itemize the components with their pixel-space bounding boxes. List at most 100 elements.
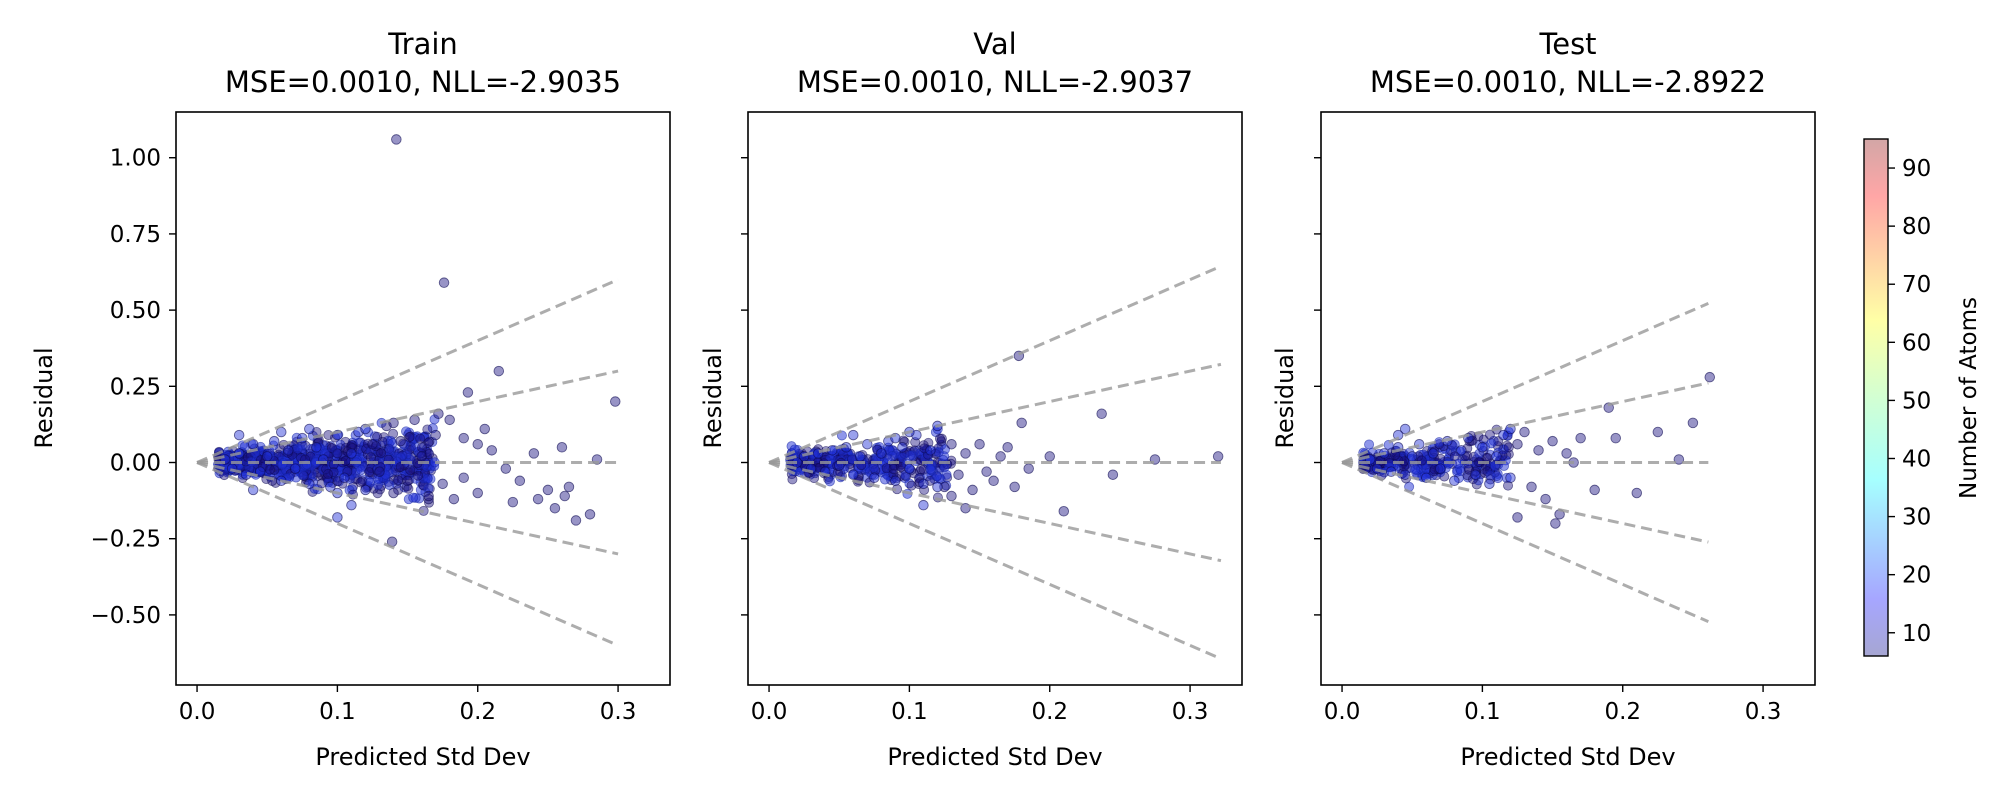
panel-subtitle: MSE=0.0010, NLL=-2.9035 (225, 65, 621, 99)
data-point (868, 462, 879, 473)
data-point (1456, 445, 1467, 456)
data-point (332, 512, 343, 523)
reference-line (1341, 461, 1709, 623)
data-point (1498, 429, 1509, 441)
data-point (430, 429, 441, 441)
data-point (304, 423, 315, 435)
data-point (332, 448, 343, 459)
axes-frame (747, 111, 1243, 686)
data-point (254, 466, 266, 477)
y-tick-label: 1.00 (110, 146, 161, 172)
data-point (1406, 451, 1418, 462)
plot-area: 0.0 0.1 0.2 0.3 −0.50 −0.25 0.00 0.25 0.50 0.75 1.… (91, 134, 636, 725)
data-point (824, 476, 835, 487)
data-point (405, 465, 416, 476)
data-point (374, 466, 385, 477)
data-point (444, 414, 455, 426)
data-point (1470, 469, 1481, 480)
data-point (1503, 442, 1514, 453)
data-point (974, 438, 985, 450)
colorbar-tick-label: 90 (1902, 156, 1931, 182)
x-tick-label: 0.1 (1464, 699, 1501, 725)
data-point (416, 451, 427, 462)
y-axis-label: Residual (699, 347, 727, 448)
data-point (1449, 475, 1460, 487)
x-tick-label: 0.3 (1745, 699, 1782, 725)
y-tick-label: 0.25 (110, 374, 161, 400)
data-point (1491, 451, 1502, 462)
data-point (1540, 493, 1551, 505)
y-tick-label: −0.50 (91, 603, 161, 629)
reference-line (768, 264, 1222, 464)
data-point (967, 484, 978, 496)
colorbar-ticks: 10 20 30 40 50 60 70 80 90 (1888, 156, 1931, 647)
data-point (437, 478, 448, 490)
data-point (946, 438, 957, 450)
data-point (932, 481, 943, 493)
data-point (848, 469, 859, 480)
data-point (292, 443, 303, 454)
data-point (417, 442, 428, 453)
data-point (809, 473, 820, 484)
y-tick-label: 0.00 (110, 451, 161, 477)
data-point (556, 442, 568, 453)
data-point (376, 448, 387, 459)
data-point (380, 469, 391, 480)
data-point (1023, 463, 1034, 474)
data-point (946, 490, 957, 502)
data-point (413, 470, 424, 481)
data-point (265, 464, 276, 475)
data-point (934, 433, 945, 444)
panel-subtitle: MSE=0.0010, NLL=-2.9037 (797, 65, 1193, 99)
data-point (422, 473, 433, 484)
data-point (462, 387, 474, 398)
colorbar: 10 20 30 40 50 60 70 80 90 Number of Atoms (1863, 138, 1982, 657)
y-axis-label: Residual (1271, 347, 1299, 448)
data-point (1107, 469, 1119, 480)
data-point (1631, 487, 1643, 499)
data-point (423, 490, 434, 502)
data-point (373, 474, 384, 485)
data-point (1016, 417, 1027, 429)
data-point (415, 433, 426, 444)
data-point (1610, 432, 1621, 444)
reference-line (196, 461, 619, 556)
panel-subtitle: MSE=0.0010, NLL=-2.8922 (1370, 65, 1766, 99)
data-point (408, 492, 419, 503)
data-point (953, 469, 964, 480)
data-point (904, 463, 915, 474)
data-point (532, 493, 544, 505)
data-point (549, 502, 561, 514)
x-tick-label: 0.0 (1324, 699, 1361, 725)
data-point (1435, 463, 1446, 474)
colorbar-tick-label: 20 (1902, 563, 1931, 589)
data-point (905, 450, 916, 461)
reference-line (1341, 302, 1709, 464)
data-point (888, 464, 899, 475)
data-point (297, 470, 308, 481)
data-point (438, 277, 450, 288)
data-point (360, 484, 371, 496)
data-point (899, 436, 910, 447)
data-point (563, 481, 575, 493)
data-point (323, 468, 334, 479)
data-point (395, 435, 406, 447)
data-point (458, 472, 469, 483)
data-point (339, 472, 350, 483)
colorbar-gradient (1864, 139, 1888, 656)
data-point (960, 448, 971, 459)
data-point (918, 478, 929, 490)
x-tick-label: 0.1 (319, 699, 356, 725)
data-point (897, 442, 908, 453)
data-point (365, 452, 376, 463)
x-tick-label: 0.1 (891, 699, 928, 725)
data-point (890, 475, 901, 487)
data-point (610, 396, 621, 407)
x-tick-label: 0.2 (1031, 699, 1068, 725)
data-point (448, 493, 460, 505)
data-point (528, 448, 540, 459)
data-point (1421, 463, 1432, 474)
data-point (479, 423, 491, 435)
data-point (1364, 439, 1375, 450)
data-point (1484, 478, 1495, 490)
